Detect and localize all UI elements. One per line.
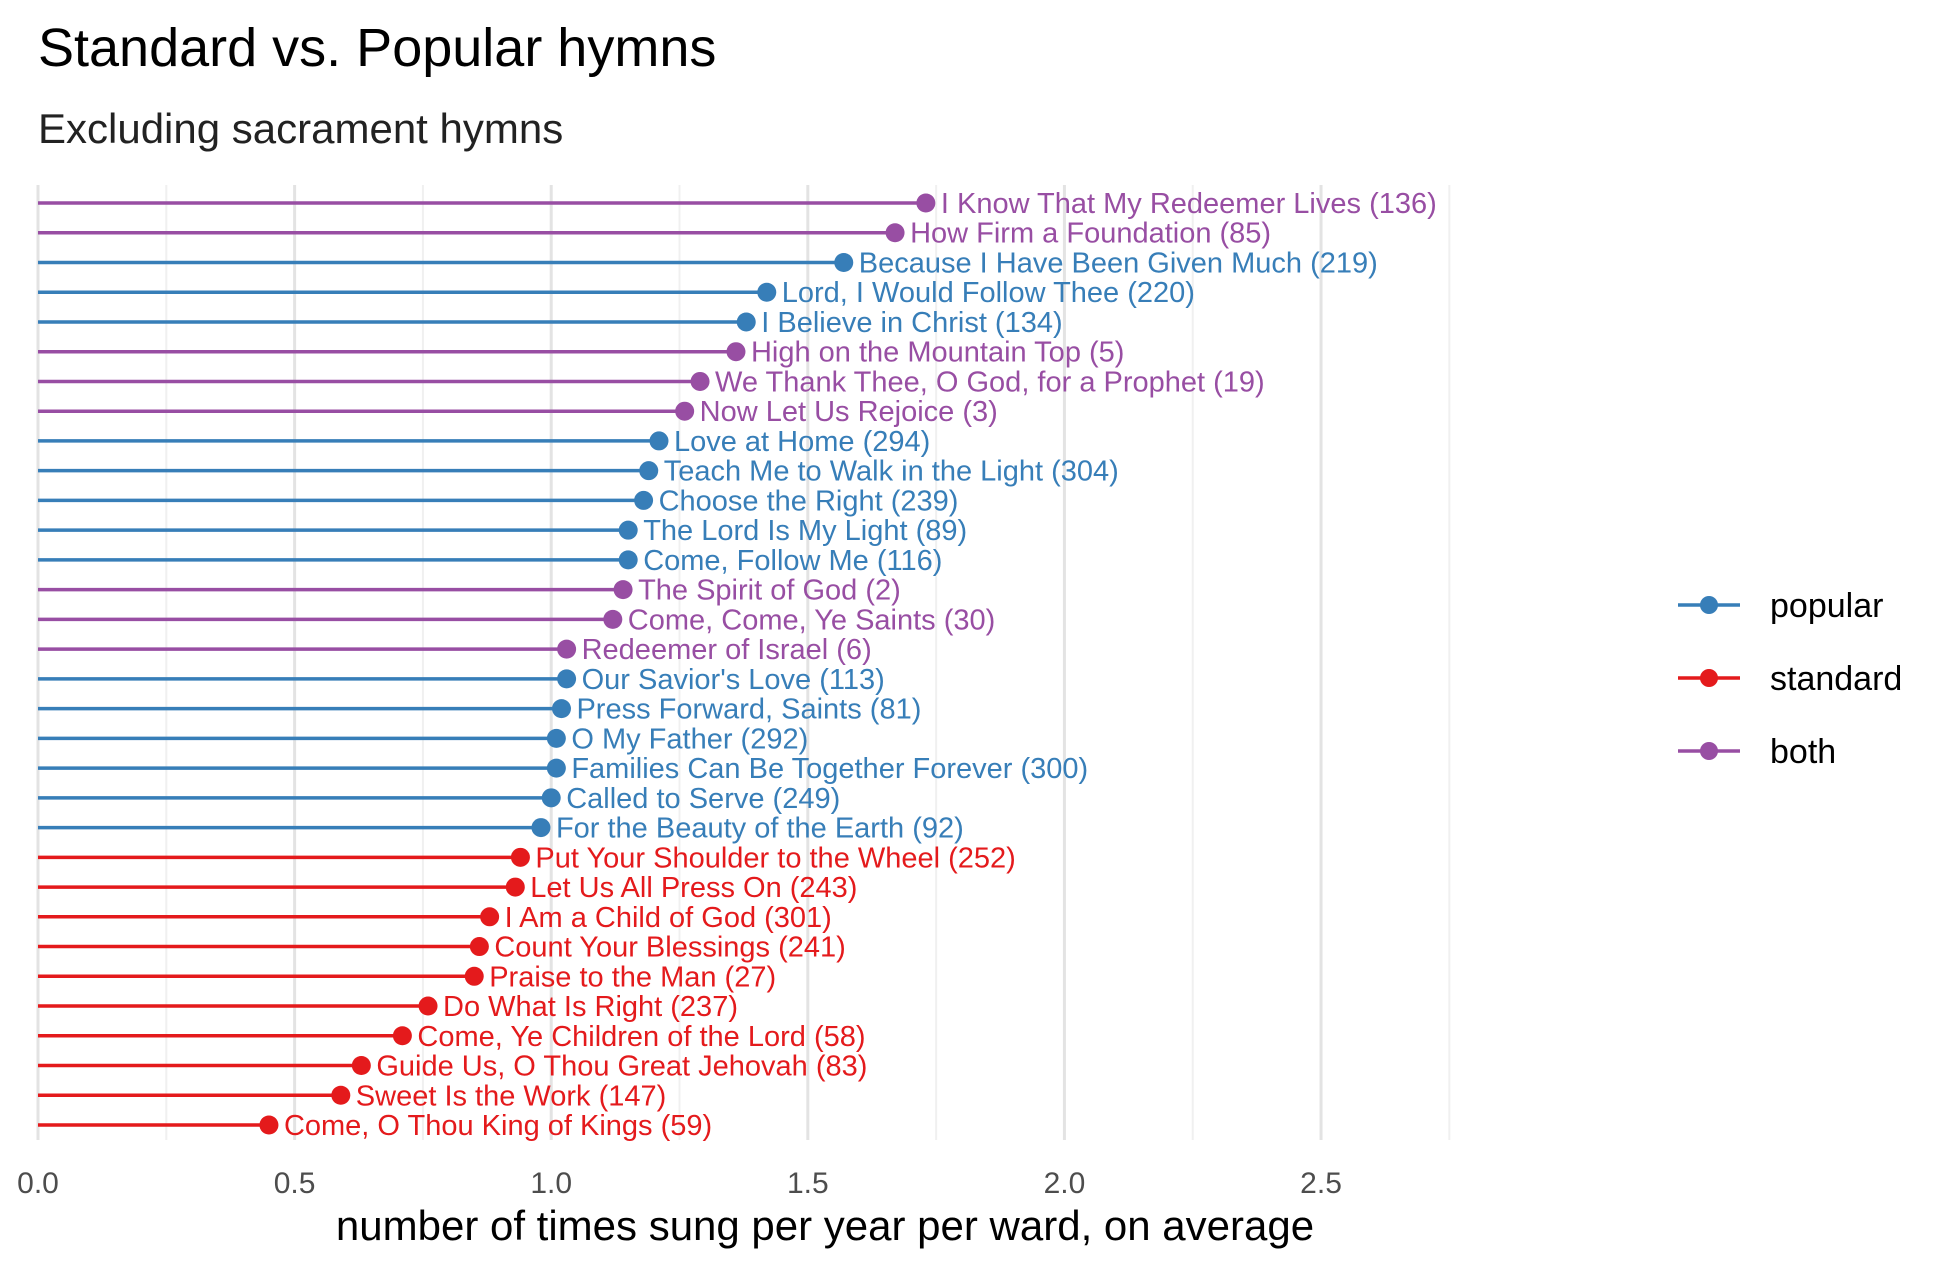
point-label: High on the Mountain Top (5) <box>751 337 1124 369</box>
point-label: Come, Ye Children of the Lord (58) <box>417 1021 865 1053</box>
x-tick-label: 0.5 <box>274 1167 316 1200</box>
point-label: Come, O Thou King of Kings (59) <box>284 1110 712 1142</box>
point-label: I Am a Child of God (301) <box>505 902 832 934</box>
point-label: Guide Us, O Thou Great Jehovah (83) <box>376 1051 867 1083</box>
lollipop-dot <box>634 490 654 510</box>
point-label: Press Forward, Saints (81) <box>576 694 921 726</box>
lollipop-dot <box>834 252 854 272</box>
lollipop-dot <box>469 937 489 957</box>
legend-key-dot <box>1700 596 1718 614</box>
lollipop-dot <box>392 1026 412 1046</box>
point-label: O My Father (292) <box>571 723 808 755</box>
point-label: Our Savior's Love (113) <box>582 664 885 696</box>
point-label: Let Us All Press On (243) <box>530 872 857 904</box>
point-label: For the Beauty of the Earth (92) <box>556 813 964 845</box>
lollipop-dot <box>736 312 756 332</box>
legend-label: standard <box>1770 660 1902 698</box>
lollipop-dot <box>690 371 710 391</box>
legend-label: popular <box>1770 587 1883 625</box>
point-label: Sweet Is the Work (147) <box>356 1080 667 1112</box>
point-label: Called to Serve (249) <box>566 783 840 815</box>
lollipop-dot <box>603 609 623 629</box>
lollipop-dot <box>480 907 500 927</box>
point-label: Put Your Shoulder to the Wheel (252) <box>535 842 1015 874</box>
lollipop-dot <box>618 550 638 570</box>
lollipop-dot <box>649 431 669 451</box>
chart-title: Standard vs. Popular hymns <box>38 18 716 78</box>
x-tick-label: 2.0 <box>1044 1167 1086 1200</box>
x-axis-ticks: 0.0 0.5 1.0 1.5 2.0 2.5 <box>17 1167 1342 1200</box>
point-label: Lord, I Would Follow Thee (220) <box>782 277 1195 309</box>
lollipop-dot <box>618 520 638 540</box>
point-label: We Thank Thee, O God, for a Prophet (19) <box>715 366 1265 398</box>
point-label: Now Let Us Rejoice (3) <box>700 396 998 428</box>
legend-key-dot <box>1700 669 1718 687</box>
x-axis-label: number of times sung per year per ward, … <box>336 1202 1314 1249</box>
lollipop-dot <box>351 1056 371 1076</box>
grid-lines <box>36 185 1451 1140</box>
lollipop-dot <box>675 401 695 421</box>
lollipop-dot <box>418 996 438 1016</box>
point-label: The Spirit of God (2) <box>638 575 901 607</box>
point-label: The Lord Is My Light (89) <box>643 515 967 547</box>
lollipop-dot <box>726 342 746 362</box>
lollipop-dot <box>613 580 633 600</box>
lollipop-dot <box>510 847 530 867</box>
point-label: Because I Have Been Given Much (219) <box>859 247 1378 279</box>
point-label: Love at Home (294) <box>674 426 930 458</box>
point-labels: I Know That My Redeemer Lives (136)How F… <box>284 188 1437 1142</box>
point-label: Do What Is Right (237) <box>443 991 738 1023</box>
legend: popular standard both <box>1678 587 1902 771</box>
lollipop-dot <box>531 818 551 838</box>
lollipop-dot <box>546 728 566 748</box>
lollipop-dot <box>557 639 577 659</box>
point-label: Count Your Blessings (241) <box>494 932 845 964</box>
lollipop-dot <box>541 788 561 808</box>
lollipop-dot <box>639 461 659 481</box>
x-tick-label: 2.5 <box>1300 1167 1342 1200</box>
lollipop-dot <box>259 1115 279 1135</box>
legend-label: both <box>1770 733 1836 771</box>
lollipop-dot <box>916 193 936 213</box>
lollipop-dot <box>505 877 525 897</box>
x-tick-label: 1.5 <box>787 1167 829 1200</box>
lollipop-stems <box>38 201 926 1127</box>
point-label: I Believe in Christ (134) <box>761 307 1062 339</box>
point-label: Come, Come, Ye Saints (30) <box>628 604 996 636</box>
x-tick-label: 1.0 <box>530 1167 572 1200</box>
point-label: Teach Me to Walk in the Light (304) <box>664 456 1119 488</box>
lollipop-dot <box>546 758 566 778</box>
point-label: Redeemer of Israel (6) <box>582 634 872 666</box>
point-label: Choose the Right (239) <box>659 485 959 517</box>
lollipop-dot <box>464 966 484 986</box>
lollipop-dot <box>757 282 777 302</box>
point-label: I Know That My Redeemer Lives (136) <box>941 188 1437 220</box>
lollipop-dot <box>885 223 905 243</box>
lollipop-dots <box>259 193 936 1135</box>
lollipop-dot <box>557 669 577 689</box>
chart-subtitle: Excluding sacrament hymns <box>38 105 563 152</box>
point-label: How Firm a Foundation (85) <box>910 218 1271 250</box>
x-tick-label: 0.0 <box>17 1167 59 1200</box>
lollipop-dot <box>331 1085 351 1105</box>
legend-key-dot <box>1700 742 1718 760</box>
point-label: Families Can Be Together Forever (300) <box>571 753 1088 785</box>
point-label: Come, Follow Me (116) <box>643 545 942 577</box>
point-label: Praise to the Man (27) <box>489 961 776 993</box>
lollipop-dot <box>551 699 571 719</box>
